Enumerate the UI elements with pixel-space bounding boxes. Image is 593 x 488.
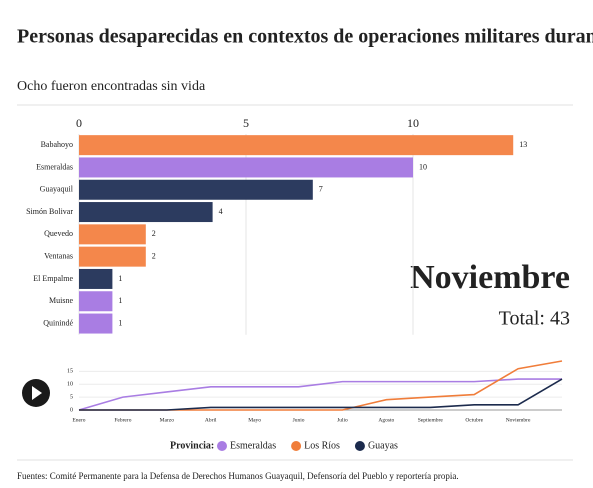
y-tick-label: 5 — [70, 394, 73, 400]
value-label: 2 — [152, 251, 156, 260]
x-tick-label: Mayo — [248, 417, 261, 423]
value-label: 10 — [419, 162, 427, 171]
x-tick-label: 5 — [243, 116, 249, 130]
y-tick-label: 15 — [67, 369, 73, 375]
subtitle: Ocho fueron encontradas sin vida — [17, 79, 206, 94]
x-tick-label: 0 — [76, 116, 82, 130]
value-label: 4 — [219, 207, 223, 216]
y-tick-label: 0 — [70, 407, 73, 413]
bar — [79, 202, 213, 223]
value-label: 1 — [118, 274, 122, 283]
y-tick-label: Muisne — [49, 296, 73, 305]
bar — [79, 135, 514, 156]
x-tick-label: Junio — [293, 417, 305, 423]
play-icon[interactable] — [32, 386, 42, 400]
value-label: 1 — [118, 318, 122, 327]
x-tick-label: Octubre — [465, 417, 483, 423]
x-tick-label: Noviembre — [506, 417, 531, 423]
legend-label: Esmeraldas — [230, 440, 276, 451]
x-tick-label: Septiembre — [418, 417, 444, 423]
y-tick-label: El Empalme — [33, 274, 73, 283]
legend-marker — [217, 441, 227, 451]
legend-marker — [291, 441, 302, 451]
legend-label: Guayas — [368, 440, 398, 451]
bar — [79, 179, 313, 200]
y-tick-label: Ventanas — [44, 251, 73, 260]
x-tick-label: Agosto — [378, 417, 394, 423]
legend-title: Provincia: — [170, 440, 214, 451]
line — [79, 360, 563, 411]
source: Fuentes: Comité Permanente para la Defen… — [17, 471, 459, 481]
y-tick-label: Babahoyo — [41, 140, 73, 149]
annotation-month: Noviembre — [410, 259, 570, 296]
x-tick-label: Febrero — [114, 417, 131, 423]
value-label: 7 — [319, 185, 323, 194]
value-label: 13 — [519, 140, 527, 149]
x-tick-label: Marzo — [160, 417, 175, 423]
value-label: 1 — [118, 296, 122, 305]
bar — [79, 224, 146, 245]
play-button[interactable] — [22, 379, 50, 407]
annotation-total: Total: 43 — [499, 308, 570, 330]
y-tick-label: Esmeraldas — [36, 162, 73, 171]
line — [78, 378, 562, 411]
value-label: 2 — [152, 229, 156, 238]
bar — [79, 291, 113, 312]
x-tick-label: Abril — [205, 417, 217, 423]
bar — [79, 268, 113, 289]
y-tick-label: Guayaquil — [40, 185, 74, 194]
bar — [79, 246, 146, 267]
bar — [79, 157, 414, 178]
title: Personas desaparecidas en contextos de o… — [17, 26, 593, 48]
y-tick-label: Quinindé — [43, 318, 73, 327]
x-tick-label: Enero — [72, 417, 85, 423]
legend-label: Los Ríos — [304, 440, 340, 451]
y-tick-label: 10 — [67, 382, 73, 388]
x-tick-label: Julio — [337, 417, 348, 423]
y-tick-label: Quevedo — [44, 229, 73, 238]
bar — [79, 313, 113, 334]
line — [79, 378, 563, 411]
x-tick-label: 10 — [407, 116, 419, 130]
y-tick-label: Simón Bolivar — [26, 207, 73, 216]
legend-marker — [354, 441, 365, 451]
